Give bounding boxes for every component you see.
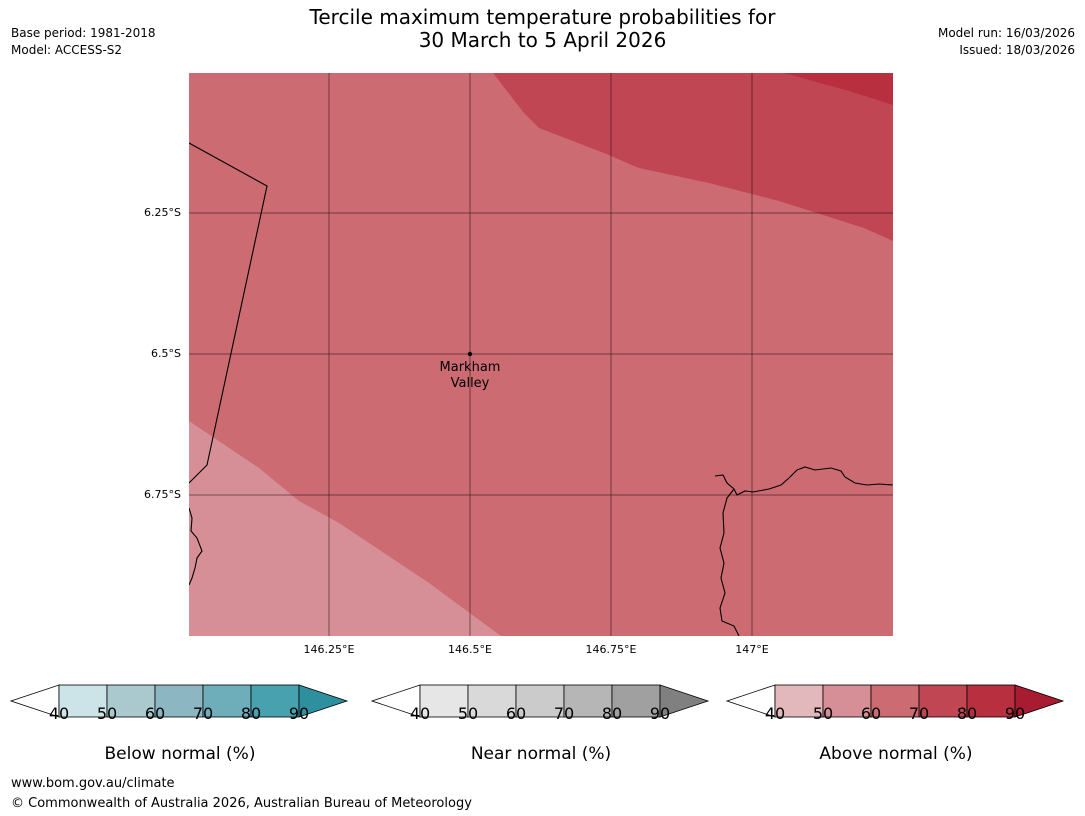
colorbar-segment xyxy=(515,684,565,718)
legend-below-normal: 40 50 60 70 80 90 Below normal (%) xyxy=(10,684,350,764)
lat-label-6-5: 6.5°S xyxy=(151,347,181,360)
legend-tick: 40 xyxy=(409,704,431,723)
colorbar-segment xyxy=(822,684,872,718)
coastline-west xyxy=(189,507,203,586)
lat-label-6-75: 6.75°S xyxy=(144,488,181,501)
colorbar-segment xyxy=(563,684,613,718)
coastline-east xyxy=(714,466,893,496)
region-above-80 xyxy=(784,73,893,105)
legend-tick: 80 xyxy=(956,704,978,723)
legend-tick: 60 xyxy=(144,704,166,723)
colorbar-segment xyxy=(154,684,204,718)
title-line-1: Tercile maximum temperature probabilitie… xyxy=(309,5,776,29)
place-label-markham-valley: Markham Valley xyxy=(420,360,520,392)
lon-label-146-5: 146.5°E xyxy=(448,643,492,656)
legend-tick: 70 xyxy=(192,704,214,723)
province-border xyxy=(189,142,268,484)
region-above-70 xyxy=(493,73,893,241)
legend-title-above: Above normal (%) xyxy=(819,744,973,764)
legend-tick: 50 xyxy=(812,704,834,723)
colorbar-above-normal xyxy=(726,684,1065,718)
model-info: Base period: 1981-2018 Model: ACCESS-S2 xyxy=(11,25,156,59)
run-info: Model run: 16/03/2026 Issued: 18/03/2026 xyxy=(938,25,1075,59)
graticule xyxy=(189,73,893,636)
place-name-line-2: Valley xyxy=(450,376,490,391)
legend-tick: 40 xyxy=(48,704,70,723)
model-run-date: Model run: 16/03/2026 xyxy=(937,26,1075,40)
map-title: Tercile maximum temperature probabilitie… xyxy=(0,6,1085,52)
colorbar-near-normal xyxy=(371,684,710,718)
colorbar-segment xyxy=(202,684,252,718)
legend-near-normal: 40 50 60 70 80 90 Near normal (%) xyxy=(371,684,711,764)
model-name: Model: ACCESS-S2 xyxy=(11,43,123,57)
legend-title-below: Below normal (%) xyxy=(104,744,256,764)
colorbar-high-arrow xyxy=(1014,684,1065,718)
legend-tick: 50 xyxy=(96,704,118,723)
colorbar-below-normal xyxy=(10,684,349,718)
legend-tick: 80 xyxy=(240,704,262,723)
lat-label-6-25: 6.25°S xyxy=(144,206,181,219)
legend-tick: 80 xyxy=(601,704,623,723)
legend-tick: 40 xyxy=(764,704,786,723)
footer-copyright: © Commonwealth of Australia 2026, Austra… xyxy=(11,796,472,811)
legend-tick: 90 xyxy=(1004,704,1026,723)
place-name-line-1: Markham xyxy=(439,360,501,375)
colorbar-segment xyxy=(611,684,661,718)
colorbar-segment xyxy=(58,684,108,718)
issued-date: Issued: 18/03/2026 xyxy=(959,43,1075,57)
river-line xyxy=(719,488,740,636)
colorbar-segment xyxy=(419,684,469,718)
colorbar-segment xyxy=(918,684,968,718)
legend-tick: 60 xyxy=(860,704,882,723)
legend-tick: 70 xyxy=(908,704,930,723)
colorbar-segment xyxy=(870,684,920,718)
lon-label-146-25: 146.25°E xyxy=(303,643,355,656)
legend-tick: 60 xyxy=(505,704,527,723)
colorbar-segment xyxy=(250,684,300,718)
probability-map[interactable] xyxy=(189,73,893,636)
legend-tick: 90 xyxy=(288,704,310,723)
region-above-50 xyxy=(189,421,501,636)
colorbar-segment xyxy=(966,684,1016,718)
legend-tick: 90 xyxy=(649,704,671,723)
legend-above-normal: 40 50 60 70 80 90 Above normal (%) xyxy=(726,684,1066,764)
legend-tick: 70 xyxy=(553,704,575,723)
lon-label-147: 147°E xyxy=(735,643,769,656)
footer-url[interactable]: www.bom.gov.au/climate xyxy=(11,776,175,791)
colorbar-high-arrow xyxy=(659,684,710,718)
base-period: Base period: 1981-2018 xyxy=(11,26,156,40)
markham-valley-marker[interactable] xyxy=(467,351,473,357)
colorbar-segment xyxy=(774,684,824,718)
legend-title-near: Near normal (%) xyxy=(470,744,612,764)
colorbar-high-arrow xyxy=(298,684,349,718)
legend-tick: 50 xyxy=(457,704,479,723)
title-line-2: 30 March to 5 April 2026 xyxy=(418,28,667,52)
colorbar-segment xyxy=(467,684,517,718)
colorbar-segment xyxy=(106,684,156,718)
lon-label-146-75: 146.75°E xyxy=(585,643,637,656)
